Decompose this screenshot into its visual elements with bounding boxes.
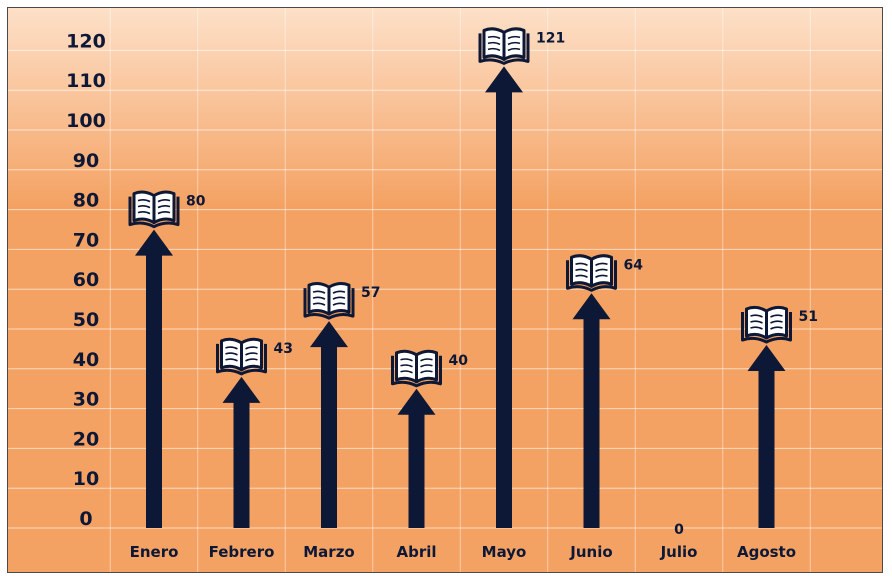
bar-arrowhead xyxy=(135,229,173,256)
x-category-label: Julio xyxy=(660,543,698,561)
y-tick-label: 90 xyxy=(73,150,99,172)
data-label: 57 xyxy=(361,285,380,301)
data-label: 40 xyxy=(449,353,469,369)
data-label: 0 xyxy=(674,522,684,538)
y-tick-label: 120 xyxy=(66,30,106,52)
bar-arrowhead xyxy=(222,376,261,403)
data-label: 64 xyxy=(624,257,644,273)
bar-arrow: 51 xyxy=(741,305,818,528)
y-axis-tick-labels: 0 10 20 30 40 50 60 70 80 90 100 110 120 xyxy=(66,30,106,530)
bar-shaft xyxy=(146,253,162,528)
bar-shaft xyxy=(583,317,600,528)
bar-shaft xyxy=(496,90,512,529)
bar-arrow: 43 xyxy=(216,337,293,528)
bar-arrowhead xyxy=(572,293,611,320)
x-category-label: Febrero xyxy=(209,543,275,561)
bar-chart: 0 10 20 30 40 50 60 70 80 90 100 110 120 80 43 57 40 121… xyxy=(8,8,882,572)
y-tick-label: 80 xyxy=(73,190,99,212)
data-label: 80 xyxy=(186,194,206,210)
bar-arrow: 40 xyxy=(391,349,469,528)
bar-arrowhead xyxy=(747,345,786,372)
bar-shaft xyxy=(321,345,337,528)
x-category-label: Marzo xyxy=(303,543,354,561)
y-tick-label: 10 xyxy=(73,468,99,490)
bar-arrowhead xyxy=(310,321,348,348)
y-tick-label: 40 xyxy=(73,349,99,371)
x-category-label: Abril xyxy=(396,543,436,561)
y-tick-label: 100 xyxy=(66,110,106,132)
x-category-label: Mayo xyxy=(482,543,527,561)
y-tick-label: 70 xyxy=(73,229,99,251)
chart-frame: 0 10 20 30 40 50 60 70 80 90 100 110 120 80 43 57 40 121… xyxy=(7,7,883,573)
y-tick-label: 50 xyxy=(73,309,99,331)
y-tick-label: 0 xyxy=(79,508,92,530)
y-tick-label: 60 xyxy=(73,269,99,291)
bar-arrow: 80 xyxy=(128,190,206,528)
data-label: 121 xyxy=(536,30,565,46)
data-label: 43 xyxy=(274,341,293,357)
x-axis-category-labels: Enero Febrero Marzo Abril Mayo Junio Julio Agos… xyxy=(130,543,796,561)
x-category-label: Junio xyxy=(569,543,612,561)
y-tick-label: 20 xyxy=(73,428,99,450)
y-tick-label: 30 xyxy=(73,389,99,411)
bar-arrow: 121 xyxy=(478,27,565,529)
bar-shaft xyxy=(758,369,775,528)
bar-arrowhead xyxy=(397,388,436,415)
y-tick-label: 110 xyxy=(66,70,106,92)
bar-arrow: 64 xyxy=(566,254,644,528)
x-category-label: Agosto xyxy=(737,543,796,561)
x-category-label: Enero xyxy=(130,543,179,561)
bar-arrowhead xyxy=(485,66,523,93)
bar-shaft xyxy=(408,412,425,528)
data-label: 51 xyxy=(799,309,818,325)
bar-arrow: 57 xyxy=(303,282,380,528)
bar-shaft xyxy=(233,400,250,528)
bars: 80 43 57 40 121 64 0 51 xyxy=(128,27,818,538)
